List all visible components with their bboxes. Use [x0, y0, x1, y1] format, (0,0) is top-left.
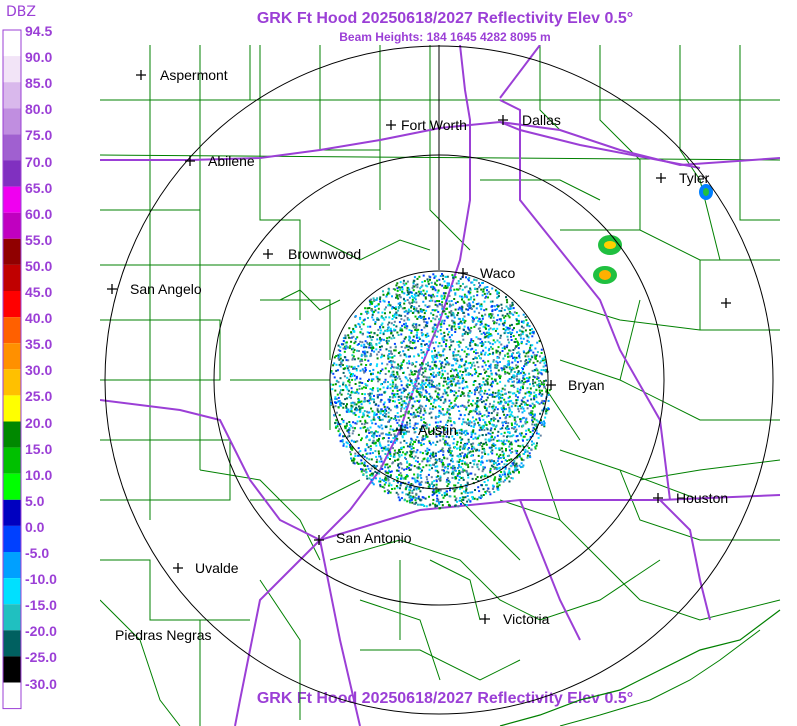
city-plus-icon [498, 115, 508, 125]
legend-label: 15.0 [25, 440, 53, 457]
legend-label: 85.0 [25, 75, 53, 92]
legend-swatch [3, 30, 21, 57]
legend-swatch [3, 578, 21, 605]
legend-swatch [3, 343, 21, 370]
city-label: Dallas [522, 112, 561, 128]
legend-swatch [3, 82, 21, 109]
legend-label: 94.5 [25, 23, 53, 39]
legend-label: 60.0 [25, 205, 53, 222]
city-label: Austin [418, 422, 457, 438]
beam-heights-subtitle: Beam Heights: 184 1645 4282 8095 m [339, 30, 551, 44]
map-title: GRK Ft Hood 20250618/2027 Reflectivity E… [256, 10, 634, 27]
legend-swatch [3, 604, 21, 631]
city-label: San Angelo [130, 281, 202, 297]
legend-swatch [3, 238, 21, 265]
legend-swatch [3, 186, 21, 213]
city-label: San Antonio [336, 530, 412, 546]
legend-swatch [3, 395, 21, 422]
county-lines [100, 45, 781, 726]
legend-label: 65.0 [25, 179, 53, 196]
legend-swatch [3, 682, 21, 709]
city-label: Fort Worth [401, 117, 467, 133]
city-plus-icon [173, 563, 183, 573]
legend-swatch [3, 134, 21, 161]
legend-label: 35.0 [25, 336, 53, 353]
legend-color-bar [2, 29, 22, 710]
city-plus-icon [458, 268, 468, 278]
legend-label: -30.0 [25, 675, 57, 692]
legend-swatch [3, 317, 21, 344]
legend-swatch [3, 525, 21, 552]
city-label: Tyler [679, 170, 710, 186]
legend-swatch [3, 447, 21, 474]
city-plus-icon [546, 380, 556, 390]
legend-label: 25.0 [25, 388, 53, 405]
city-plus-icon [656, 173, 666, 183]
legend-label: 5.0 [25, 492, 45, 509]
range-rings [104, 45, 774, 715]
city-label: Piedras Negras [115, 627, 212, 643]
city-plus-icon [386, 120, 396, 130]
legend-swatch [3, 552, 21, 579]
legend-swatch [3, 656, 21, 683]
city-label: Waco [480, 265, 515, 281]
storm-cell-east [593, 184, 713, 284]
map-title-bottom: GRK Ft Hood 20250618/2027 Reflectivity E… [256, 690, 634, 707]
legend-label: -10.0 [25, 571, 57, 588]
legend-label: 80.0 [25, 101, 53, 118]
radar-echoes [329, 273, 551, 510]
legend-swatch [3, 499, 21, 526]
legend-label: 40.0 [25, 310, 53, 327]
legend-swatch [3, 291, 21, 318]
legend-label: -5.0 [25, 545, 50, 561]
legend-swatch [3, 473, 21, 500]
city-label: Victoria [503, 611, 550, 627]
city-plus-icon [185, 156, 195, 166]
city-plus-icon [107, 284, 117, 294]
city-label: Houston [676, 490, 728, 506]
legend-label: 20.0 [25, 414, 53, 431]
legend-label: -20.0 [25, 623, 57, 640]
city-plus-icon [263, 249, 273, 259]
legend-swatch [3, 212, 21, 239]
legend-label: 10.0 [25, 466, 53, 483]
legend-outline [2, 29, 22, 710]
legend-swatch [3, 108, 21, 135]
city-plus-icon [653, 493, 663, 503]
legend-label: -25.0 [25, 649, 57, 666]
city-plus-icon [314, 535, 324, 545]
legend-swatch [3, 421, 21, 448]
city-label: Bryan [568, 377, 605, 393]
legend-unit: DBZ [6, 4, 36, 20]
legend-label: 75.0 [25, 127, 53, 144]
dbz-color-legend: DBZ 94.5 90.0 85.0 80.0 75.0 70.0 65.0 60.0 55.0… [0, 0, 100, 726]
legend-label: -15.0 [25, 597, 57, 614]
city-label: Brownwood [288, 246, 361, 262]
legend-swatch [3, 264, 21, 291]
legend-label: 55.0 [25, 231, 53, 248]
legend-swatch [3, 369, 21, 396]
highways [100, 45, 781, 726]
legend-swatch [3, 630, 21, 657]
legend-label: 70.0 [25, 153, 53, 170]
city-plus-icon [136, 70, 146, 80]
city-plus-icon [721, 298, 731, 308]
city-label: Uvalde [195, 560, 239, 576]
legend-label: 30.0 [25, 362, 53, 379]
legend-label: 45.0 [25, 284, 53, 300]
legend-label: 50.0 [25, 257, 53, 274]
city-markers: Aspermont Fort Worth Dallas Abilene Tyler Bro… [107, 67, 731, 643]
legend-label: 0.0 [25, 518, 45, 535]
legend-label: 90.0 [25, 49, 53, 66]
city-label: Abilene [208, 153, 255, 169]
city-plus-icon [480, 614, 490, 624]
legend-swatch [3, 56, 21, 83]
city-label: Aspermont [160, 67, 228, 83]
city-plus-icon [396, 425, 406, 435]
legend-swatch [3, 160, 21, 187]
